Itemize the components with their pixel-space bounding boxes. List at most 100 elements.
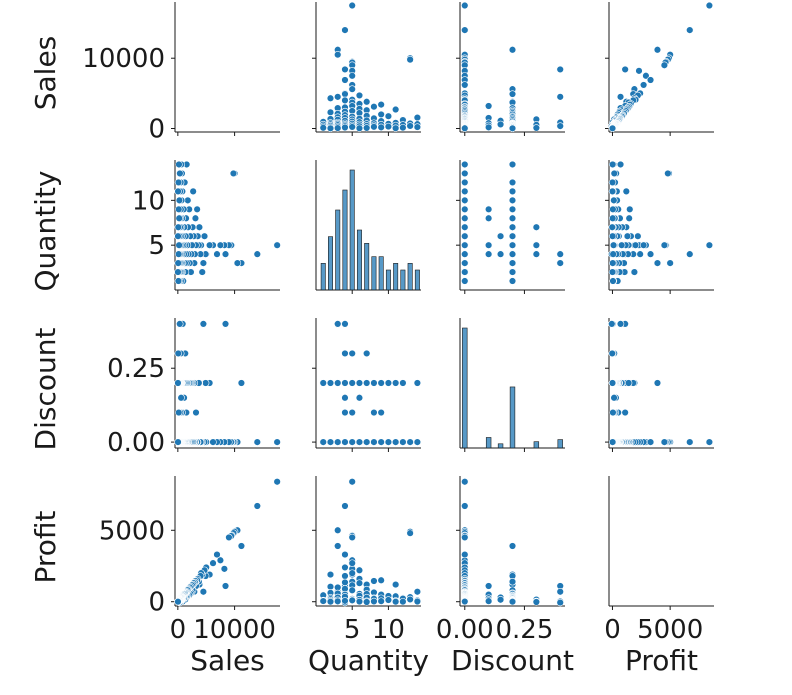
scatter-point: [646, 76, 655, 84]
scatter-point: [348, 379, 356, 387]
scatter-point: [484, 241, 493, 249]
scatter-point: [413, 438, 422, 446]
scatter-point: [174, 268, 182, 276]
scatter-point: [617, 241, 626, 249]
scatter-point: [653, 379, 662, 387]
scatter-point: [273, 241, 281, 249]
scatter-point: [200, 232, 209, 240]
scatter-point: [624, 379, 633, 387]
panel-quantity-vs-sales: [171, 160, 281, 294]
scatter-point: [348, 438, 356, 446]
panel-discount-vs-discount: [459, 318, 565, 452]
scatter-point: [484, 214, 493, 222]
scatter-point: [253, 502, 261, 510]
scatter-point: [484, 250, 493, 258]
scatter-point: [508, 223, 517, 231]
scatter-point: [377, 379, 385, 387]
scatter-point: [326, 94, 335, 102]
scatter-point: [391, 438, 400, 446]
scatter-point: [220, 565, 229, 573]
histogram-bar: [342, 189, 348, 291]
scatter-point: [399, 123, 407, 132]
histogram-bar: [356, 229, 362, 291]
scatter-point: [348, 349, 356, 358]
scatter-point: [391, 105, 400, 114]
scatter-point: [608, 214, 617, 222]
panel-quantity-vs-profit: [605, 160, 714, 294]
scatter-point: [175, 160, 183, 169]
scatter-point: [626, 205, 634, 214]
scatter-point: [341, 408, 349, 417]
x-tick-label: 5: [344, 615, 361, 645]
scatter-point: [660, 61, 669, 69]
scatter-point: [370, 577, 378, 585]
scatter-point: [496, 232, 505, 240]
scatter-point: [642, 72, 650, 80]
scatter-point: [705, 438, 714, 446]
scatter-point: [616, 160, 625, 169]
scatter-point: [199, 320, 208, 328]
histogram-bar: [557, 439, 563, 449]
panel-discount-vs-profit: [605, 318, 714, 452]
panel-discount-vs-sales: [171, 318, 281, 452]
scatter-point: [461, 223, 469, 231]
scatter-point: [608, 320, 616, 328]
scatter-point: [384, 112, 393, 120]
scatter-point: [174, 379, 182, 387]
x-tick-label: 0.00: [436, 615, 494, 645]
y-tick-label: 5: [148, 231, 165, 261]
scatter-point: [326, 124, 335, 133]
scatter-point: [484, 123, 493, 132]
scatter-point: [348, 72, 356, 80]
scatter-point: [508, 578, 517, 586]
scatter-point: [175, 408, 183, 417]
scatter-point: [406, 122, 414, 130]
scatter-point: [384, 379, 393, 387]
scatter-point: [461, 241, 469, 249]
scatter-point: [341, 394, 349, 402]
scatter-point: [461, 259, 469, 267]
scatter-point: [556, 250, 564, 258]
scatter-point: [608, 187, 617, 196]
scatter-point: [556, 259, 564, 267]
scatter-point: [189, 187, 197, 196]
scatter-point: [273, 478, 281, 486]
scatter-point: [326, 597, 335, 606]
scatter-point: [609, 408, 617, 417]
scatter-point: [377, 438, 385, 446]
scatter-point: [341, 438, 349, 446]
scatter-point: [199, 259, 208, 267]
scatter-point: [608, 232, 617, 240]
scatter-point: [461, 160, 469, 169]
histogram-bar: [414, 269, 420, 291]
scatter-point: [370, 408, 378, 417]
scatter-point: [635, 67, 643, 75]
panel-profit-vs-profit: [608, 476, 714, 610]
x-axis-label: Quantity: [308, 644, 429, 677]
scatter-point: [319, 379, 327, 387]
scatter-point: [326, 570, 335, 579]
scatter-point: [461, 232, 469, 240]
scatter-point: [362, 598, 371, 606]
y-tick-label: 0.25: [107, 354, 165, 384]
scatter-point: [399, 438, 407, 446]
scatter-point: [341, 76, 349, 84]
scatter-point: [175, 205, 183, 214]
scatter-point: [610, 394, 618, 402]
scatter-point: [348, 85, 356, 93]
scatter-point: [639, 81, 648, 89]
scatter-point: [237, 542, 246, 550]
scatter-point: [461, 502, 469, 510]
scatter-point: [508, 250, 517, 258]
scatter-point: [609, 277, 617, 285]
scatter-point: [233, 259, 242, 267]
scatter-point: [341, 96, 349, 105]
scatter-point: [508, 178, 517, 187]
scatter-point: [213, 550, 221, 559]
scatter-point: [355, 438, 364, 446]
scatter-point: [184, 196, 192, 205]
histogram-bar: [349, 169, 355, 291]
scatter-point: [496, 250, 505, 258]
scatter-point: [608, 124, 617, 133]
histogram-bar: [328, 236, 333, 291]
